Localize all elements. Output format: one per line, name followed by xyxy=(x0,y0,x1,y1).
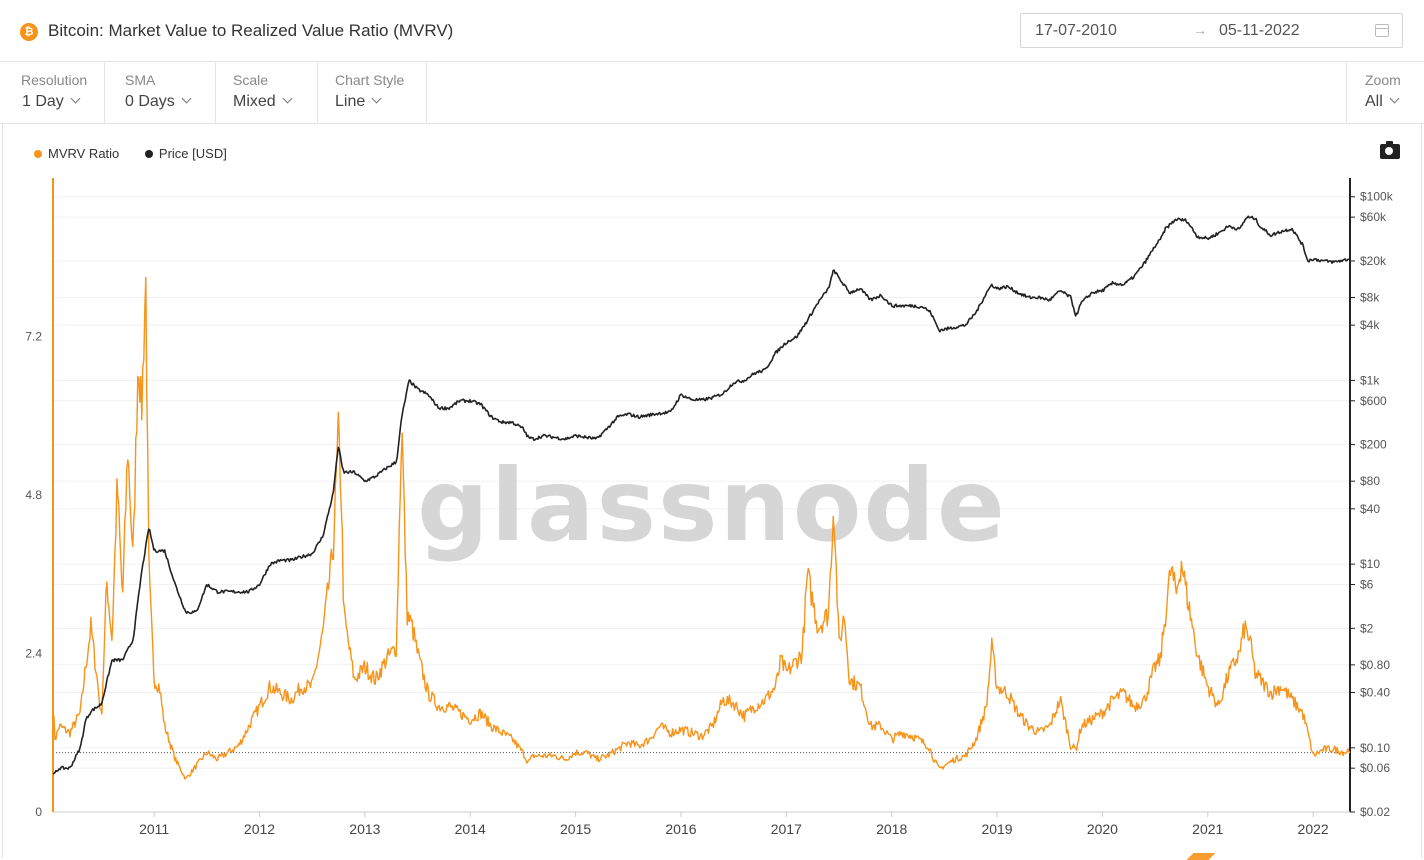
x-axis-tick: 2018 xyxy=(876,821,907,837)
right-axis-tick: $8k xyxy=(1360,290,1380,304)
right-axis-tick: $80 xyxy=(1360,474,1380,488)
sma-dropdown[interactable]: SMA 0 Days xyxy=(105,62,216,124)
date-range-picker[interactable]: 17-07-2010 → 05-11-2022 xyxy=(1020,13,1403,48)
left-axis-tick: 7.2 xyxy=(25,330,42,344)
right-axis-tick: $40 xyxy=(1360,502,1380,516)
left-axis-tick: 4.8 xyxy=(25,488,42,502)
camera-icon[interactable] xyxy=(1380,141,1400,159)
right-axis-tick: $0.10 xyxy=(1360,741,1390,755)
x-axis-tick: 2017 xyxy=(771,821,802,837)
date-from-input[interactable]: 17-07-2010 xyxy=(1035,22,1117,39)
chart-legend: MVRV Ratio Price [USD] xyxy=(34,146,249,161)
x-axis-tick: 2012 xyxy=(244,821,275,837)
legend-dot-price xyxy=(144,150,153,158)
right-axis-tick: $200 xyxy=(1360,438,1387,452)
date-range-arrow: → xyxy=(1193,22,1207,38)
x-axis-tick: 2014 xyxy=(455,821,486,837)
right-axis-tick: $4k xyxy=(1360,318,1380,332)
legend-dot-mvrv xyxy=(34,150,42,158)
chart-style-dropdown[interactable]: Chart Style Line xyxy=(318,62,427,124)
date-to-input[interactable]: 05-11-2022 xyxy=(1219,22,1300,39)
legend-item-mvrv[interactable]: MVRV Ratio xyxy=(34,146,119,161)
x-axis-tick: 2013 xyxy=(349,821,380,837)
right-axis-tick: $20k xyxy=(1360,254,1387,268)
right-axis-tick: $0.40 xyxy=(1360,686,1390,700)
resolution-dropdown[interactable]: Resolution 1 Day xyxy=(0,62,105,124)
zoom-label: Zoom xyxy=(1365,72,1401,88)
chart-toolbar: Resolution 1 Day SMA 0 Days Scale Mixed … xyxy=(0,62,1424,124)
right-axis-tick: $600 xyxy=(1360,394,1387,408)
bitcoin-icon: ₿ xyxy=(20,23,38,41)
right-axis-tick: $6 xyxy=(1360,577,1374,591)
chart-frame xyxy=(2,124,1422,858)
page-title: Bitcoin: Market Value to Realized Value … xyxy=(48,21,454,40)
right-axis-tick: $1k xyxy=(1360,373,1380,387)
scale-dropdown[interactable]: Scale Mixed xyxy=(216,62,318,124)
right-axis-tick: $60k xyxy=(1360,210,1387,224)
x-axis-tick: 2011 xyxy=(139,821,169,837)
scale-label: Scale xyxy=(233,72,269,88)
right-axis-tick: $2 xyxy=(1360,621,1374,635)
resolution-value[interactable]: 1 Day xyxy=(22,93,81,111)
x-axis-tick: 2021 xyxy=(1192,821,1223,837)
resolution-label: Resolution xyxy=(21,72,88,88)
calendar-icon[interactable] xyxy=(1375,24,1389,37)
x-axis-tick: 2016 xyxy=(665,821,696,837)
right-axis-tick: $0.02 xyxy=(1360,805,1390,819)
right-axis-tick: $0.06 xyxy=(1360,761,1390,775)
chart-style-value[interactable]: Line xyxy=(335,93,382,111)
zoom-dropdown[interactable]: Zoom All xyxy=(1346,62,1424,124)
header-bar: ₿ Bitcoin: Market Value to Realized Valu… xyxy=(0,0,1424,62)
left-axis-tick: 2.4 xyxy=(25,647,42,661)
zoom-value[interactable]: All xyxy=(1365,93,1400,111)
x-axis-tick: 2019 xyxy=(981,821,1012,837)
x-axis-tick: 2015 xyxy=(560,821,591,837)
legend-label-mvrv: MVRV Ratio xyxy=(48,146,120,161)
right-axis-tick: $0.80 xyxy=(1360,658,1390,672)
right-axis-tick: $10 xyxy=(1360,557,1380,571)
right-axis-tick: $100k xyxy=(1360,190,1394,204)
legend-label-price: Price [USD] xyxy=(158,146,227,161)
watermark-text: glassnode xyxy=(417,447,1007,564)
sma-value[interactable]: 0 Days xyxy=(125,93,192,111)
x-axis-tick: 2020 xyxy=(1087,821,1118,837)
series-line-price xyxy=(52,215,1350,775)
scale-value[interactable]: Mixed xyxy=(233,93,293,111)
legend-item-price[interactable]: Price [USD] xyxy=(144,146,227,161)
sma-label: SMA xyxy=(125,72,156,88)
series-line-mvrv xyxy=(52,276,1351,780)
x-axis-tick: 2022 xyxy=(1298,821,1329,837)
left-axis-tick: 0 xyxy=(35,805,42,819)
chart-style-label: Chart Style xyxy=(335,72,405,88)
